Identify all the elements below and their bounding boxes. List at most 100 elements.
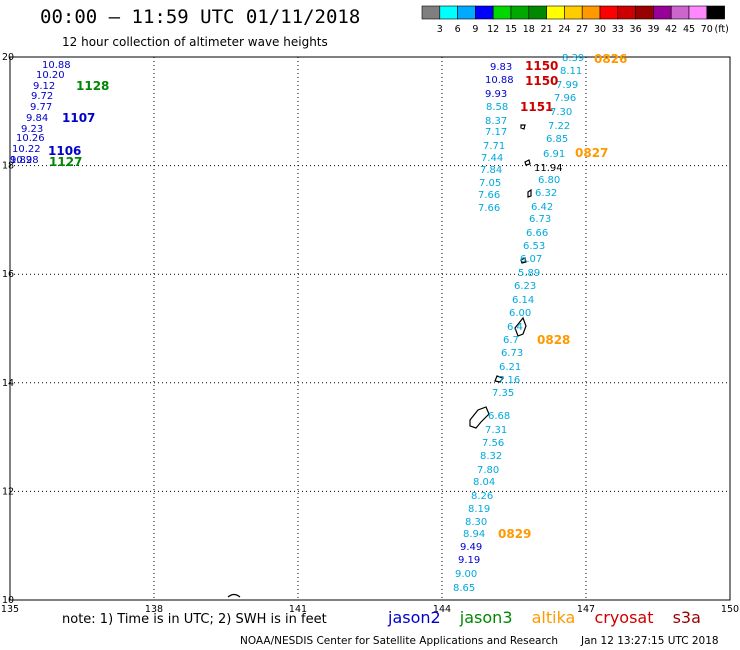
jason2-wave-height: 9.23 <box>21 124 43 135</box>
color-scale-label: 9 <box>472 24 478 35</box>
altika-wave-height: 6.07 <box>520 254 542 265</box>
jason2-wave-height: 10.88 <box>42 60 71 71</box>
altika-wave-height: 6.14 <box>512 295 534 306</box>
altika-wave-height: 7.05 <box>479 178 501 189</box>
island-outline <box>469 406 490 429</box>
jason2-wave-height: 9.12 <box>33 81 55 92</box>
color-scale-label: 6 <box>455 24 461 35</box>
jason3-pass-time: 1127 <box>49 155 82 169</box>
latitude-tick-label: 14 <box>2 378 14 389</box>
jason2-wave-height: 10.88 <box>485 75 514 86</box>
page-subtitle: 12 hour collection of altimeter wave hei… <box>62 35 328 49</box>
altika-wave-height: 6.23 <box>514 281 536 292</box>
altika-pass-time: 0829 <box>498 527 531 541</box>
jason2-wave-height: 9.72 <box>31 91 53 102</box>
color-scale-label: 39 <box>647 24 659 35</box>
altika-wave-height: 8.26 <box>471 491 493 502</box>
jason2-pass-time: 1106 <box>48 144 81 158</box>
altika-wave-height: 7.17 <box>485 127 507 138</box>
island-outline <box>527 188 532 198</box>
color-scale-label: 18 <box>523 24 535 35</box>
altika-pass-time: 0826 <box>594 52 627 66</box>
longitude-tick-label: 135 <box>1 604 19 615</box>
color-scale-label: 27 <box>576 24 588 35</box>
altika-wave-height: 6.42 <box>531 202 553 213</box>
jason2-wave-height: 10.28 <box>10 155 39 166</box>
jason3-pass-time: 1128 <box>76 79 109 93</box>
altika-wave-height: 7.71 <box>483 141 505 152</box>
satellite-altika: altika <box>531 608 576 627</box>
color-scale-label: 3 <box>437 24 443 35</box>
altika-wave-height: 7.31 <box>485 425 507 436</box>
altika-wave-height: 7.84 <box>480 165 502 176</box>
satellite-jason3: jason3 <box>459 608 513 627</box>
color-scale-label: 70 <box>701 24 713 35</box>
altika-wave-height: 8.39 <box>562 53 584 64</box>
altika-wave-height: 6.32 <box>535 188 557 199</box>
island-outline <box>520 124 526 130</box>
satellite-legend: jason2 jason3 altika cryosat s3a <box>388 608 715 627</box>
altika-wave-height: 7.16 <box>498 375 520 386</box>
color-scale-label: 33 <box>612 24 624 35</box>
color-scale-label: 42 <box>665 24 677 35</box>
altika-wave-height: 7.66 <box>478 203 500 214</box>
jason2-wave-height: 10.26 <box>16 133 45 144</box>
latitude-tick-label: 10 <box>2 595 14 606</box>
altika-wave-height: 6.68 <box>488 411 510 422</box>
color-scale-swatch <box>706 5 725 20</box>
altika-wave-height: 8.94 <box>463 529 485 540</box>
cryosat-wave-height: 11.94 <box>534 163 563 174</box>
longitude-tick-label: 150 <box>721 604 739 615</box>
altika-wave-height: 8.65 <box>453 583 475 594</box>
jason2-wave-height: 9.89 <box>10 155 32 166</box>
jason2-pass-time: 1107 <box>62 111 95 125</box>
jason2-wave-height: 9.77 <box>30 102 52 113</box>
altika-wave-height: 8.58 <box>486 102 508 113</box>
jason2-wave-height: 9.83 <box>490 62 512 73</box>
color-scale-label: 30 <box>594 24 606 35</box>
island-outline <box>520 257 527 264</box>
jason2-wave-height: 10.22 <box>12 144 41 155</box>
longitude-tick-label: 141 <box>289 604 307 615</box>
altika-wave-height: 7.99 <box>556 80 578 91</box>
altika-wave-height: 7.35 <box>492 388 514 399</box>
color-scale-legend: 3 6 9 12 15 18 21 24 27 30 33 36 39 42 45 70 (ft) <box>421 5 729 35</box>
altika-wave-height: 8.19 <box>468 504 490 515</box>
color-scale-label: 24 <box>558 24 570 35</box>
color-scale-label: 12 <box>487 24 499 35</box>
jason2-wave-height: 10.20 <box>36 70 65 81</box>
altika-wave-height: 7.80 <box>477 465 499 476</box>
island-outline <box>494 375 504 383</box>
map-frame <box>9 56 731 601</box>
longitude-tick-label: 147 <box>577 604 595 615</box>
color-scale-label: 45 <box>683 24 695 35</box>
altika-wave-height: 6.73 <box>501 348 523 359</box>
altika-wave-height: 7.22 <box>548 121 570 132</box>
cryosat-pass-time: 1151 <box>520 100 553 114</box>
jason2-wave-height: 9.49 <box>460 542 482 553</box>
latitude-tick-label: 16 <box>2 269 14 280</box>
altika-wave-height: 6.80 <box>538 175 560 186</box>
page-title: 00:00 – 11:59 UTC 01/11/2018 <box>40 6 361 28</box>
longitude-tick-label: 144 <box>433 604 451 615</box>
satellite-s3a: s3a <box>672 608 701 627</box>
credit-text: NOAA/NESDIS Center for Satellite Applica… <box>240 635 558 647</box>
footer-note: note: 1) Time is in UTC; 2) SWH is in fe… <box>62 612 327 627</box>
altika-wave-height: 8.11 <box>560 66 582 77</box>
altika-pass-time: 0827 <box>575 146 608 160</box>
altika-wave-height: 5.89 <box>518 268 540 279</box>
altika-wave-height: 8.32 <box>480 451 502 462</box>
latitude-tick-label: 12 <box>2 486 14 497</box>
altika-wave-height: 6.73 <box>529 214 551 225</box>
color-scale-label: 15 <box>505 24 517 35</box>
altika-wave-height: 8.04 <box>473 477 495 488</box>
altika-wave-height: 7.30 <box>550 107 572 118</box>
timestamp-text: Jan 12 13:27:15 UTC 2018 <box>581 635 719 647</box>
jason2-wave-height: 9.84 <box>26 113 48 124</box>
altika-wave-height: 6.7 <box>503 335 519 346</box>
altika-wave-height: 6.91 <box>543 149 565 160</box>
altika-wave-height: 7.96 <box>554 93 576 104</box>
color-scale-unit: (ft) <box>715 24 729 35</box>
island-outline <box>227 593 241 598</box>
